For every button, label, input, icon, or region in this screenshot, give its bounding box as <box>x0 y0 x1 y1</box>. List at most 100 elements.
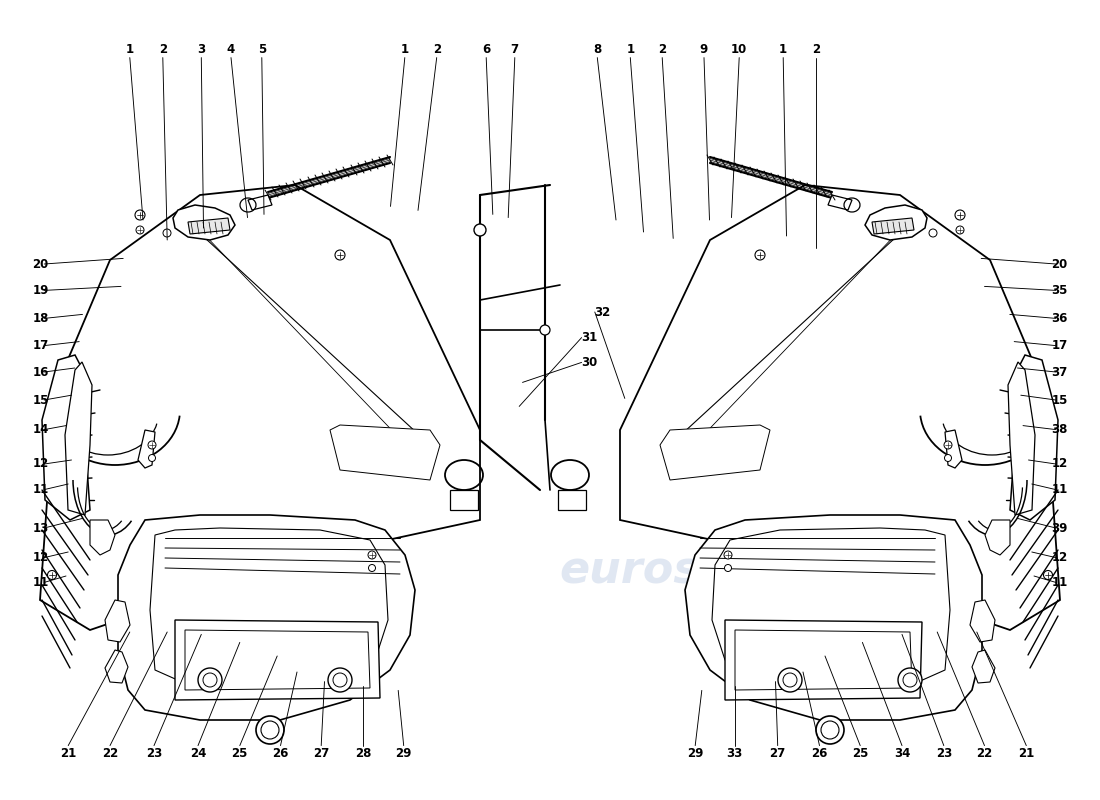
Text: 6: 6 <box>482 43 491 56</box>
Circle shape <box>956 226 964 234</box>
Text: 17: 17 <box>32 339 48 352</box>
Polygon shape <box>42 355 90 520</box>
Text: 30: 30 <box>582 356 597 369</box>
Text: 12: 12 <box>1052 458 1068 470</box>
Polygon shape <box>660 425 770 480</box>
Circle shape <box>136 226 144 234</box>
Circle shape <box>368 565 375 571</box>
Circle shape <box>135 210 145 220</box>
Polygon shape <box>735 630 912 690</box>
Circle shape <box>725 565 732 571</box>
Polygon shape <box>188 218 230 234</box>
Polygon shape <box>173 205 235 240</box>
Text: 17: 17 <box>1052 339 1068 352</box>
Text: 20: 20 <box>32 258 48 270</box>
Polygon shape <box>620 185 1060 630</box>
Polygon shape <box>828 195 852 210</box>
Circle shape <box>474 224 486 236</box>
Polygon shape <box>175 620 380 700</box>
Polygon shape <box>150 528 388 690</box>
Circle shape <box>778 668 802 692</box>
Polygon shape <box>330 425 440 480</box>
Circle shape <box>47 570 56 579</box>
Text: 12: 12 <box>32 458 48 470</box>
Polygon shape <box>138 430 155 468</box>
Text: 29: 29 <box>688 747 703 760</box>
Text: 4: 4 <box>227 43 235 56</box>
Text: 1: 1 <box>400 43 409 56</box>
Polygon shape <box>104 650 128 683</box>
Polygon shape <box>945 430 962 468</box>
Text: 19: 19 <box>32 284 48 297</box>
Polygon shape <box>1010 355 1058 520</box>
Polygon shape <box>865 205 927 240</box>
Polygon shape <box>685 515 982 720</box>
Circle shape <box>724 551 732 559</box>
Text: 27: 27 <box>770 747 785 760</box>
Text: 20: 20 <box>1052 258 1068 270</box>
Text: 9: 9 <box>700 43 708 56</box>
Text: 2: 2 <box>812 43 821 56</box>
Text: 11: 11 <box>32 576 48 589</box>
Text: 29: 29 <box>396 747 411 760</box>
Text: 21: 21 <box>1019 747 1034 760</box>
Text: 28: 28 <box>355 747 371 760</box>
Circle shape <box>540 325 550 335</box>
Text: 27: 27 <box>314 747 329 760</box>
Circle shape <box>821 721 839 739</box>
Text: 15: 15 <box>1052 394 1068 406</box>
Polygon shape <box>1008 362 1035 515</box>
Text: 1: 1 <box>626 43 635 56</box>
Text: 39: 39 <box>1052 522 1068 534</box>
Polygon shape <box>248 195 272 210</box>
Text: 24: 24 <box>190 747 206 760</box>
Text: 25: 25 <box>852 747 868 760</box>
Circle shape <box>368 551 376 559</box>
Text: 23: 23 <box>146 747 162 760</box>
Text: 36: 36 <box>1052 312 1068 325</box>
Circle shape <box>328 668 352 692</box>
Text: 5: 5 <box>257 43 266 56</box>
Text: 8: 8 <box>593 43 602 56</box>
Polygon shape <box>450 490 478 510</box>
Circle shape <box>755 250 764 260</box>
Text: 7: 7 <box>510 43 519 56</box>
Text: 32: 32 <box>595 306 610 318</box>
Text: 16: 16 <box>32 366 48 378</box>
Circle shape <box>148 454 155 462</box>
Circle shape <box>816 716 844 744</box>
Circle shape <box>198 668 222 692</box>
Polygon shape <box>872 218 914 234</box>
Polygon shape <box>185 630 370 690</box>
Text: 11: 11 <box>1052 576 1068 589</box>
Polygon shape <box>558 490 586 510</box>
Text: 21: 21 <box>60 747 76 760</box>
Text: 11: 11 <box>1052 483 1068 496</box>
Text: 34: 34 <box>894 747 910 760</box>
Polygon shape <box>118 515 415 720</box>
Text: 37: 37 <box>1052 366 1068 378</box>
Text: 25: 25 <box>232 747 248 760</box>
Circle shape <box>1044 570 1053 579</box>
Text: 12: 12 <box>1052 551 1068 564</box>
Text: eurospares: eurospares <box>559 549 840 591</box>
Circle shape <box>256 716 284 744</box>
Polygon shape <box>712 528 950 690</box>
Text: eurospares: eurospares <box>69 409 351 451</box>
Text: 26: 26 <box>812 747 827 760</box>
Polygon shape <box>40 185 480 630</box>
Text: 2: 2 <box>658 43 667 56</box>
Text: 22: 22 <box>977 747 992 760</box>
Circle shape <box>898 668 922 692</box>
Text: 33: 33 <box>727 747 742 760</box>
Text: 1: 1 <box>125 43 134 56</box>
Text: 14: 14 <box>32 423 48 436</box>
Circle shape <box>148 441 156 449</box>
Circle shape <box>333 673 346 687</box>
Text: 11: 11 <box>32 483 48 496</box>
Text: 18: 18 <box>32 312 48 325</box>
Text: 31: 31 <box>582 331 597 344</box>
Polygon shape <box>90 520 116 555</box>
Polygon shape <box>970 600 996 642</box>
Circle shape <box>261 721 279 739</box>
